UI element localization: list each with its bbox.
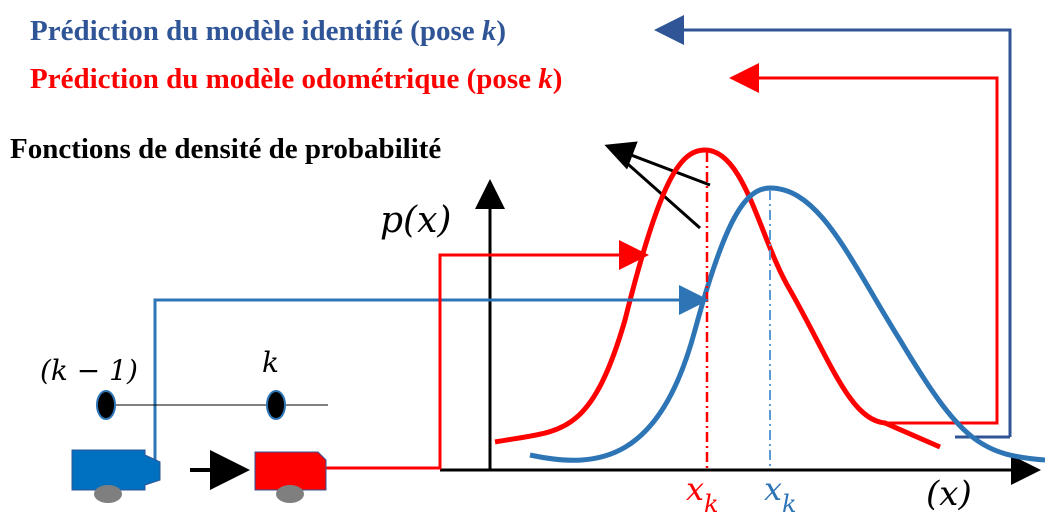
link-identified <box>153 285 709 462</box>
pose-label: (k − 1) <box>40 354 138 387</box>
title-close: ) <box>496 15 506 47</box>
estimate-main: x <box>686 470 704 508</box>
estimate-sub: k <box>782 490 797 518</box>
title-odometric: Prédiction du modèle odométrique (pose k… <box>30 63 562 95</box>
feedback-identified <box>654 15 1012 437</box>
wheel <box>276 485 304 503</box>
pose-label: k <box>262 346 279 379</box>
estimate-sub: k <box>704 490 719 518</box>
vehicle-current <box>254 451 327 491</box>
title-text: Prédiction du modèle identifié (pose <box>30 15 482 47</box>
title-close: ) <box>553 63 563 95</box>
estimate-identified: xk <box>764 470 797 518</box>
pointer <box>611 148 701 230</box>
x-axis-label: (x) <box>926 474 972 514</box>
vehicle-previous <box>71 449 161 491</box>
title-var: k <box>538 63 553 95</box>
pose-dot <box>266 390 286 420</box>
wheel <box>94 485 122 503</box>
pointer <box>604 141 711 187</box>
pose-dot <box>96 390 116 420</box>
title-densities: Fonctions de densité de probabilité <box>10 133 441 165</box>
link-odometric <box>325 240 649 470</box>
identified-pdf <box>529 185 1045 463</box>
estimate-odometric: xk <box>686 470 719 518</box>
estimate-main: x <box>764 470 782 508</box>
odometric-pdf <box>494 147 941 450</box>
title-text: Prédiction du modèle odométrique (pose <box>30 63 538 95</box>
y-axis-label: p(x) <box>380 200 451 241</box>
feedback-odometric <box>729 63 999 425</box>
title-identified: Prédiction du modèle identifié (pose k) <box>30 15 506 47</box>
title-var: k <box>482 15 497 47</box>
